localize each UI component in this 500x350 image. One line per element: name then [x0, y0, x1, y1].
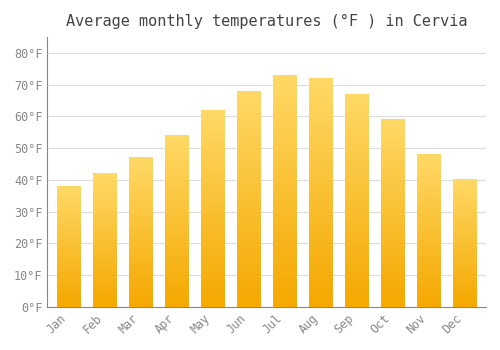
Title: Average monthly temperatures (°F ) in Cervia: Average monthly temperatures (°F ) in Ce…	[66, 14, 468, 29]
